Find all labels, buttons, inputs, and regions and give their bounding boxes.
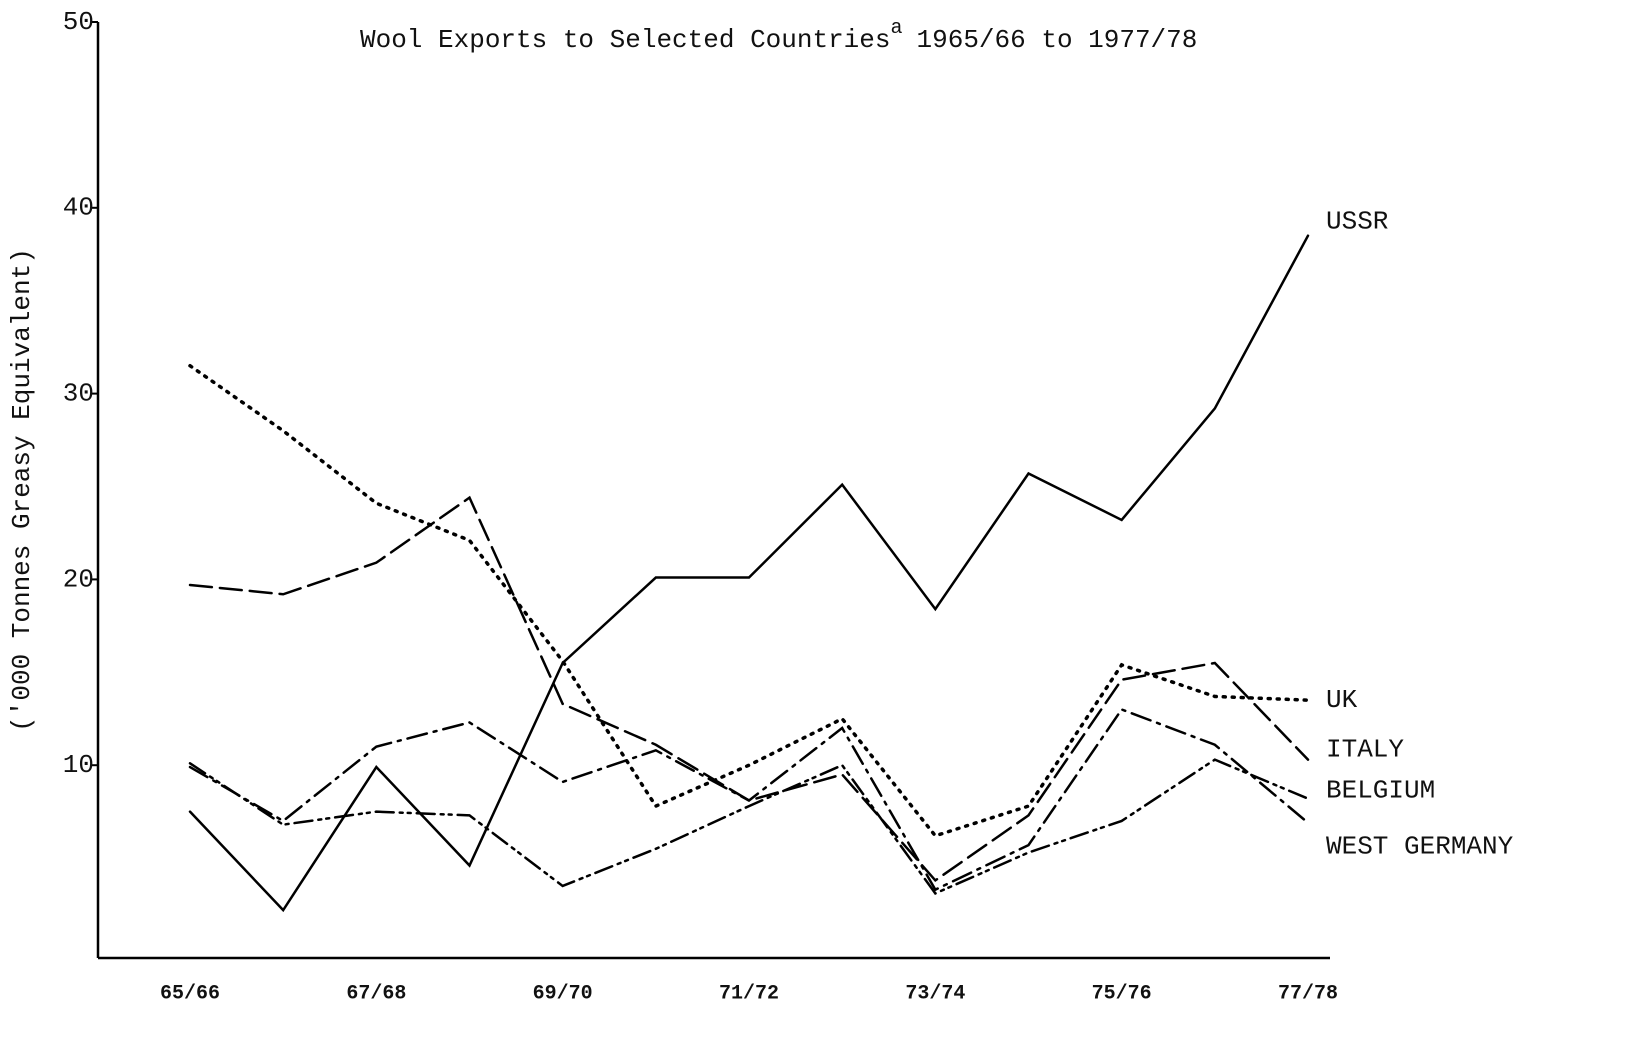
x-tick-label: 77/78 (1278, 982, 1338, 1005)
series-label: USSR (1326, 207, 1388, 237)
series-line (188, 363, 1310, 838)
series-line (188, 495, 1310, 883)
y-tick-label: 30 (63, 378, 94, 408)
y-tick-label: 20 (63, 564, 94, 594)
series-label: BELGIUM (1326, 776, 1435, 806)
x-tick-label: 67/68 (346, 982, 406, 1005)
series-line (188, 758, 1310, 895)
title-main: Wool Exports to Selected Countries (360, 25, 891, 55)
chart-title: Wool Exports to Selected Countriesa 1965/… (360, 17, 1197, 55)
y-tick-label: 10 (63, 750, 94, 780)
x-tick-label: 75/76 (1092, 982, 1152, 1005)
series-label: ITALY (1326, 735, 1404, 765)
series-label: UK (1326, 685, 1358, 715)
x-tick-label: 73/74 (905, 982, 965, 1005)
y-axis-label: ('000 Tonnes Greasy Equivalent) (7, 248, 37, 732)
series-line (188, 234, 1310, 913)
y-tick-label: 40 (63, 193, 94, 223)
title-superscript: a (891, 17, 903, 40)
series-label: WEST GERMANY (1326, 832, 1514, 862)
x-tick-label: 71/72 (719, 982, 779, 1005)
title-period: 1965/66 to 1977/78 (917, 25, 1198, 55)
x-tick-label: 65/66 (160, 982, 220, 1005)
y-tick-label: 50 (63, 7, 94, 37)
x-tick-label: 69/70 (533, 982, 593, 1005)
series-line (188, 707, 1310, 892)
